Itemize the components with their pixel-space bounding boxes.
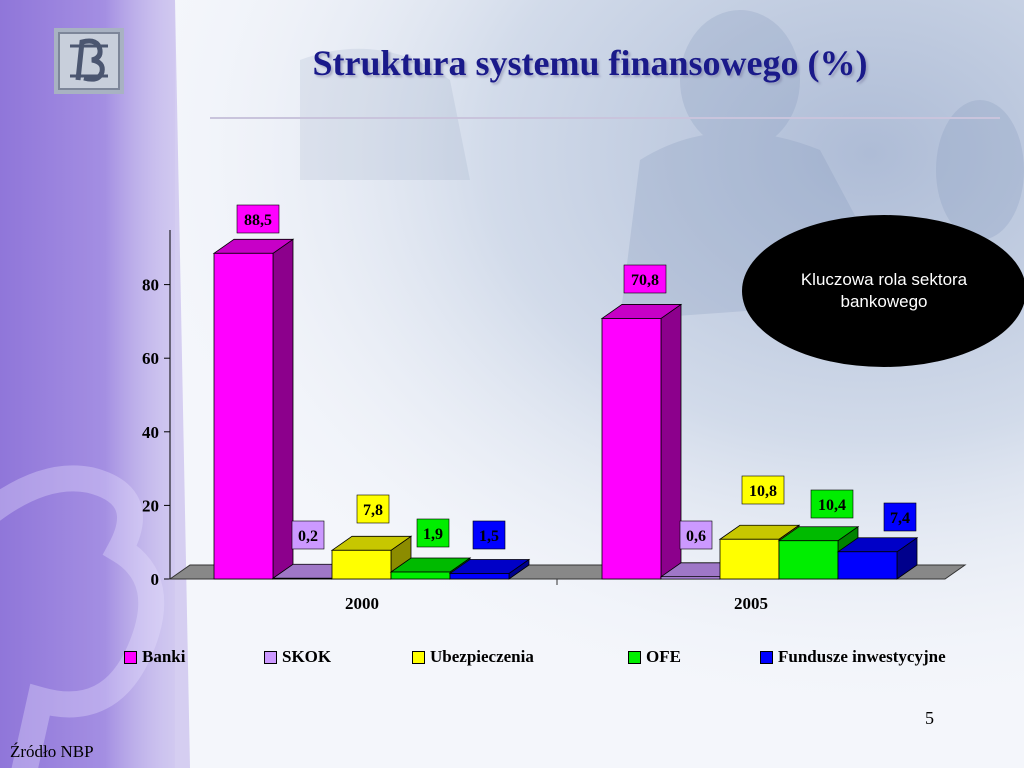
- source-note: Źródło NBP: [10, 742, 94, 761]
- legend-swatch: [264, 650, 277, 664]
- data-label-box: [291, 520, 325, 550]
- y-tick-label: 80: [142, 276, 159, 295]
- legend-label: Banki: [142, 647, 186, 666]
- bar: [331, 549, 392, 580]
- data-label-box: [810, 489, 854, 519]
- bar: [719, 538, 780, 580]
- bar-side: [272, 238, 294, 580]
- bar-side: [660, 303, 682, 580]
- legend-item: OFE: [628, 647, 681, 667]
- watermark-beta-icon: [0, 465, 165, 768]
- data-label: 70,8: [631, 272, 659, 289]
- y-tick-label: 20: [142, 496, 159, 515]
- data-label-box: [356, 494, 390, 524]
- data-label: 7,8: [363, 502, 383, 519]
- data-label: 88,5: [244, 212, 272, 229]
- legend-item: Banki: [124, 647, 185, 667]
- callout-bubble: Kluczowa rola sektora bankowego: [742, 215, 1024, 367]
- legend-label: OFE: [646, 647, 681, 666]
- data-label: 10,4: [818, 497, 846, 514]
- bar: [660, 576, 721, 580]
- data-label: 1,9: [423, 526, 443, 543]
- legend-swatch: [628, 650, 641, 664]
- data-label: 0,6: [686, 528, 706, 545]
- data-label-box: [236, 204, 280, 234]
- data-label-box: [741, 475, 785, 505]
- data-label: 7,4: [890, 510, 910, 527]
- bar: [601, 318, 662, 580]
- legend-label: Fundusze inwestycyjne: [778, 647, 946, 666]
- legend-swatch: [124, 650, 137, 664]
- x-tick-label: 2000: [345, 594, 379, 613]
- data-label-box: [883, 502, 917, 532]
- bar: [213, 252, 274, 580]
- legend-swatch: [760, 650, 773, 664]
- data-label-box: [416, 518, 450, 548]
- title-divider: [210, 117, 1000, 119]
- bar: [390, 571, 451, 580]
- y-tick-label: 0: [151, 570, 160, 589]
- data-label: 0,2: [298, 528, 318, 545]
- y-tick-label: 40: [142, 423, 159, 442]
- data-label: 1,5: [479, 528, 499, 545]
- chart-legend: Banki SKOK Ubezpieczenia OFE Fundusze inwest…: [124, 647, 994, 669]
- legend-label: Ubezpieczenia: [430, 647, 534, 666]
- legend-swatch: [412, 650, 425, 664]
- data-label-box: [472, 520, 506, 550]
- callout-text: Kluczowa rola sektora bankowego: [800, 270, 968, 311]
- legend-item: SKOK: [264, 647, 331, 667]
- x-tick-label: 2005: [734, 594, 768, 613]
- data-label-box: [623, 264, 667, 294]
- bar: [272, 577, 333, 580]
- bar: [837, 551, 898, 580]
- data-label: 10,8: [749, 483, 777, 500]
- page-number: 5: [925, 708, 934, 728]
- legend-item: Fundusze inwestycyjne: [760, 647, 946, 667]
- bar: [449, 573, 510, 580]
- legend-label: SKOK: [282, 647, 332, 666]
- bar: [778, 540, 839, 580]
- data-label-box: [679, 520, 713, 550]
- y-tick-label: 60: [142, 349, 159, 368]
- page-title: Struktura systemu finansowego (%): [312, 43, 868, 83]
- legend-item: Ubezpieczenia: [412, 647, 534, 667]
- nbp-logo-icon: [54, 28, 124, 94]
